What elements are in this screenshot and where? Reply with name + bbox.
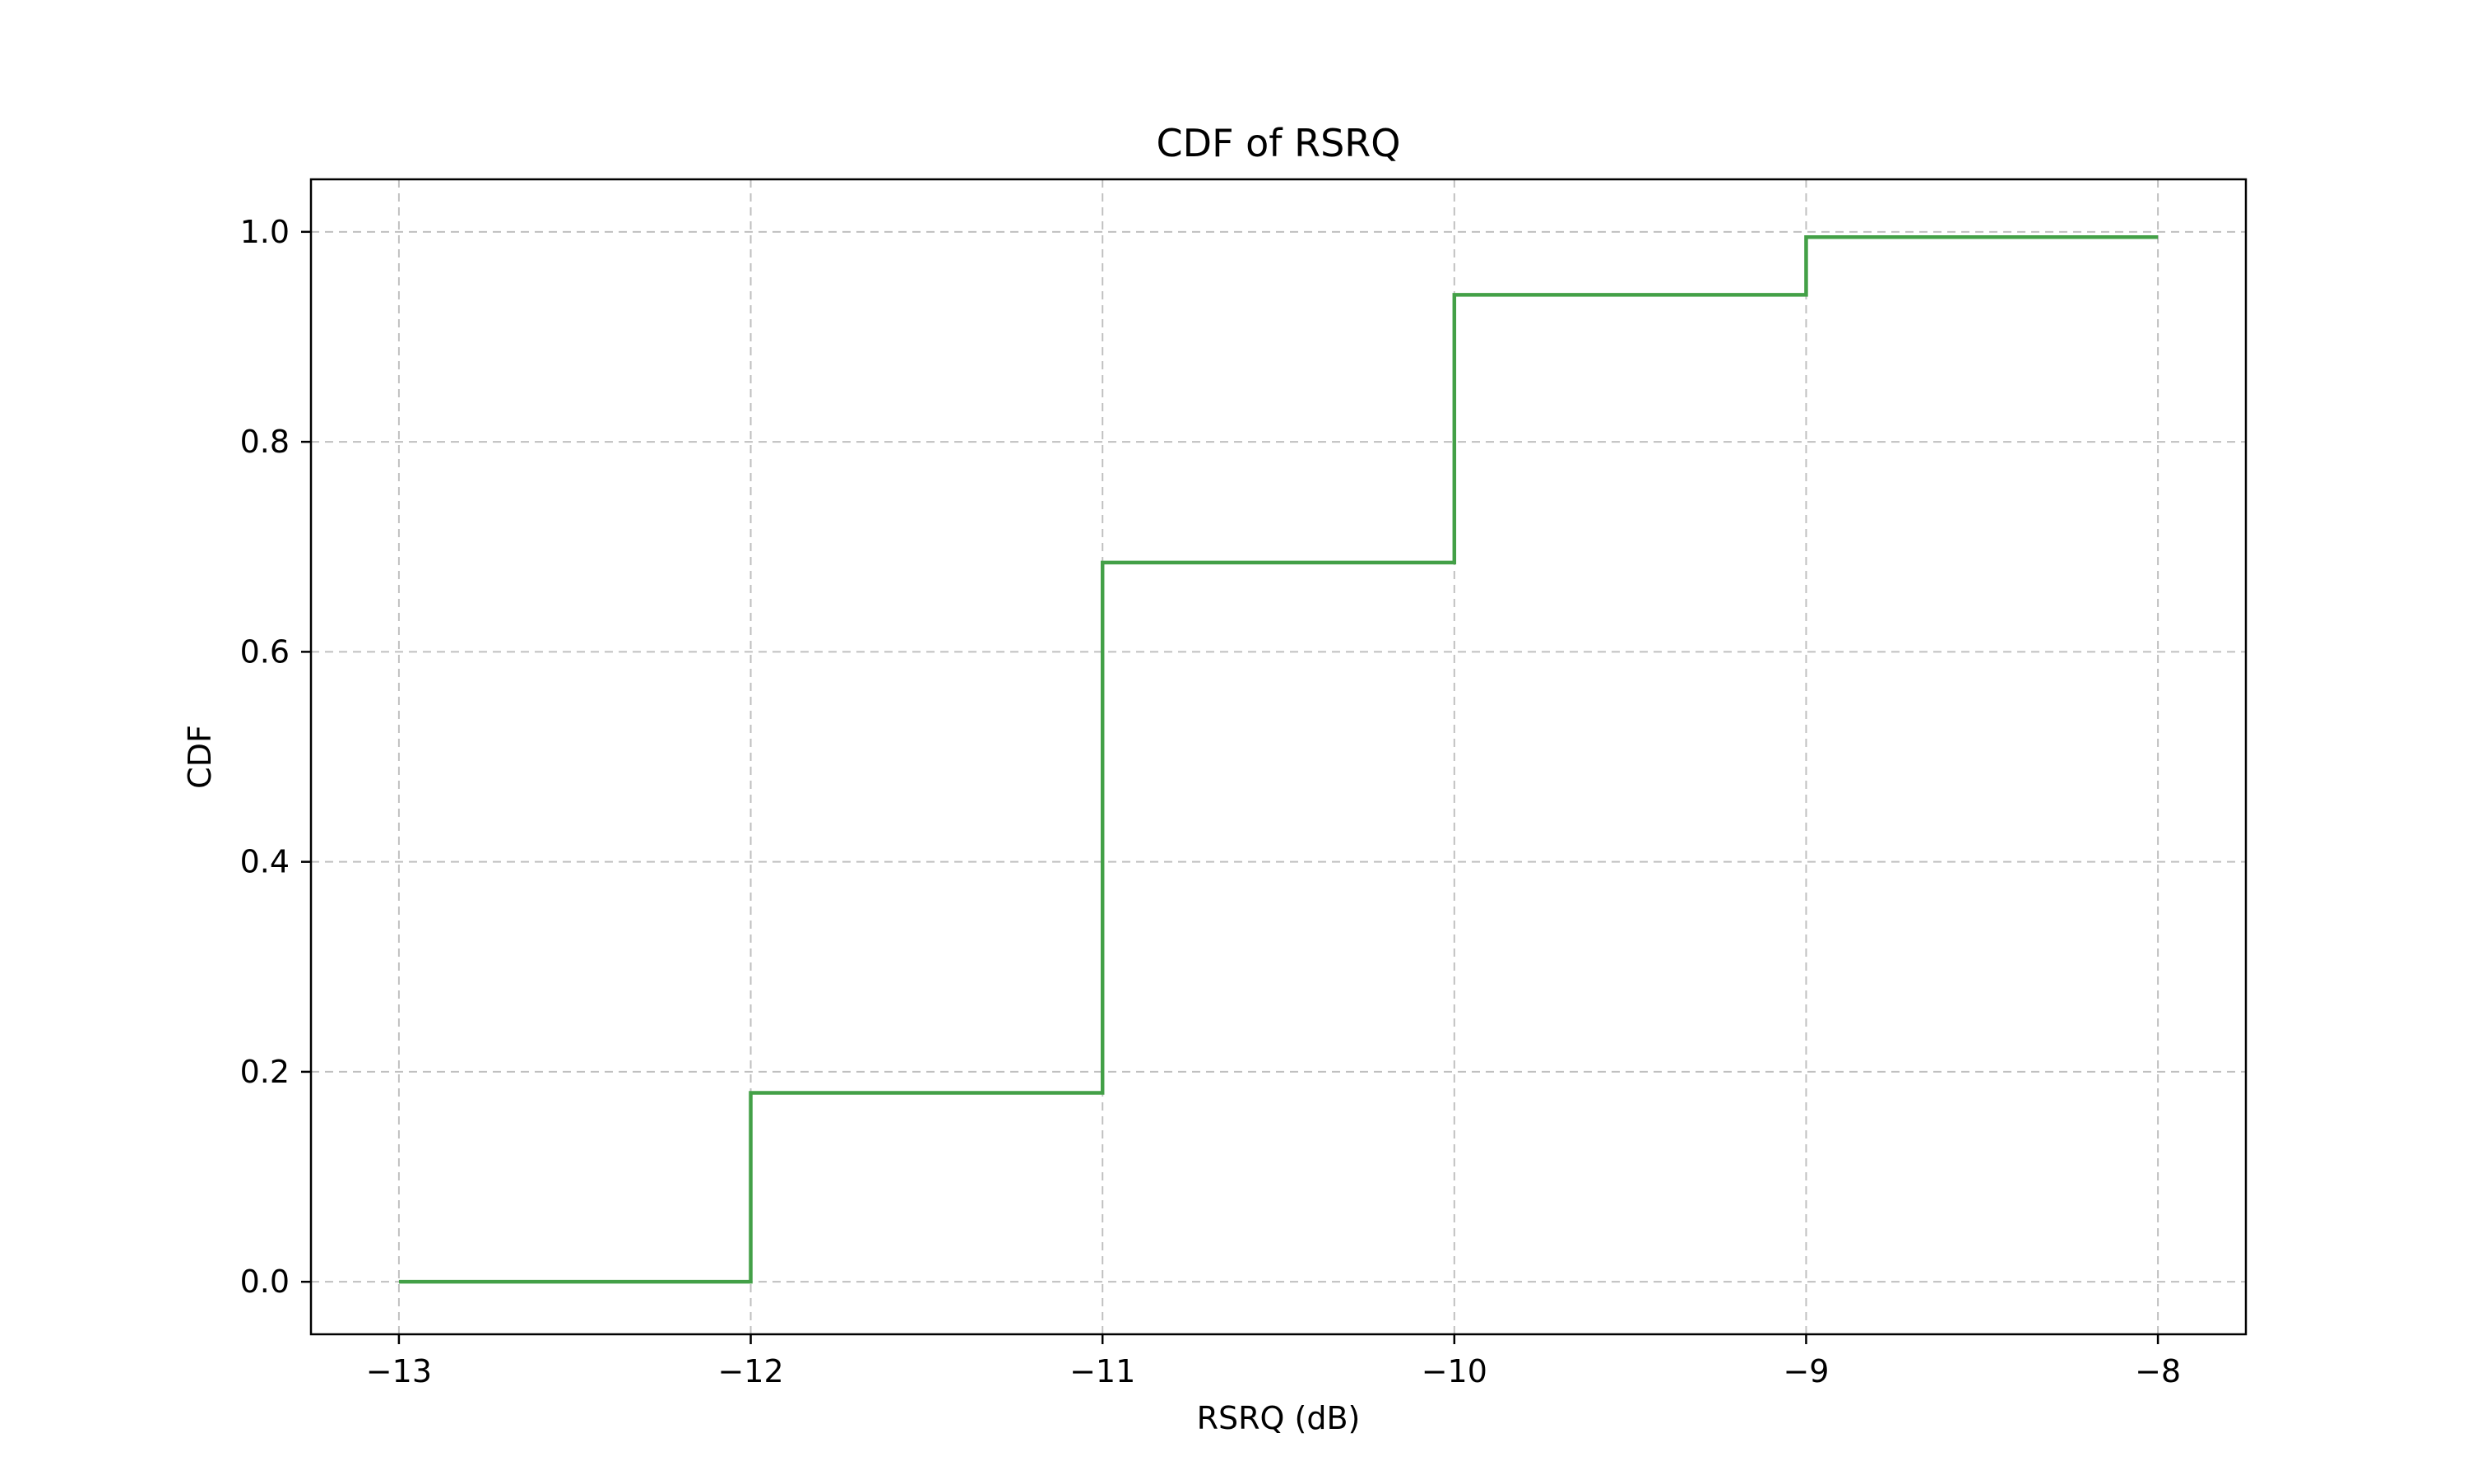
x-tick-label: −12	[717, 1353, 783, 1389]
x-tick-label: −8	[2135, 1353, 2181, 1389]
x-tick-label: −11	[1069, 1353, 1135, 1389]
chart-title: CDF of RSRQ	[1157, 121, 1401, 165]
y-tick-label: 1.0	[240, 214, 290, 250]
y-tick-label: 0.6	[240, 633, 290, 670]
x-tick-label: −9	[1783, 1353, 1829, 1389]
x-tick-label: −13	[366, 1353, 432, 1389]
x-tick-label: −10	[1422, 1353, 1487, 1389]
y-tick-label: 0.0	[240, 1264, 290, 1300]
y-tick-label: 0.8	[240, 424, 290, 460]
y-tick-label: 0.4	[240, 844, 290, 880]
y-axis-label: CDF	[182, 725, 218, 789]
y-tick-label: 0.2	[240, 1054, 290, 1090]
x-axis-label: RSRQ (dB)	[1197, 1400, 1361, 1436]
